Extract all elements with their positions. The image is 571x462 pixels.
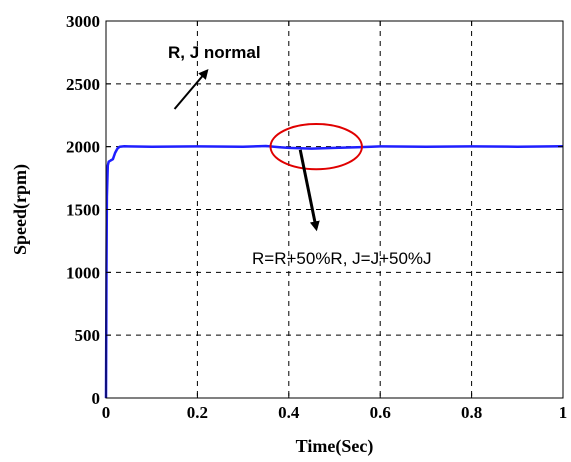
x-tick-label: 0.8 [461, 403, 482, 422]
y-tick-label: 0 [92, 389, 101, 408]
y-tick-label: 500 [75, 326, 101, 345]
y-tick-label: 2500 [66, 75, 100, 94]
annotation-arrow [298, 149, 320, 232]
x-tick-label: 0.6 [370, 403, 391, 422]
annotations: R, J normal R=R+50%R, J=J+50%J [168, 43, 432, 268]
y-tick-label: 2000 [66, 138, 100, 157]
highlight-ellipse [269, 123, 363, 171]
y-axis-label: Speed(rpm) [10, 164, 31, 255]
annotation-label: R, J normal [168, 43, 261, 62]
x-tick-label: 0.4 [278, 403, 300, 422]
grid-lines [106, 21, 563, 398]
y-tick-label: 1000 [66, 263, 100, 282]
series-layer [104, 144, 564, 399]
series-line [104, 144, 564, 399]
annotation-label: R=R+50%R, J=J+50%J [252, 249, 432, 268]
plot-frame [105, 20, 564, 399]
y-tick-label: 3000 [66, 12, 100, 31]
x-tick-label: 0.2 [187, 403, 208, 422]
annotation-arrow [173, 68, 209, 110]
x-axis-label: Time(Sec) [296, 436, 374, 457]
ticks: 0 0.2 0.4 0.6 0.8 1 0 500 1000 1500 2000 2500 3000 [66, 12, 567, 422]
x-tick-label: 1 [559, 403, 568, 422]
x-tick-label: 0 [102, 403, 111, 422]
y-tick-label: 1500 [66, 201, 100, 220]
